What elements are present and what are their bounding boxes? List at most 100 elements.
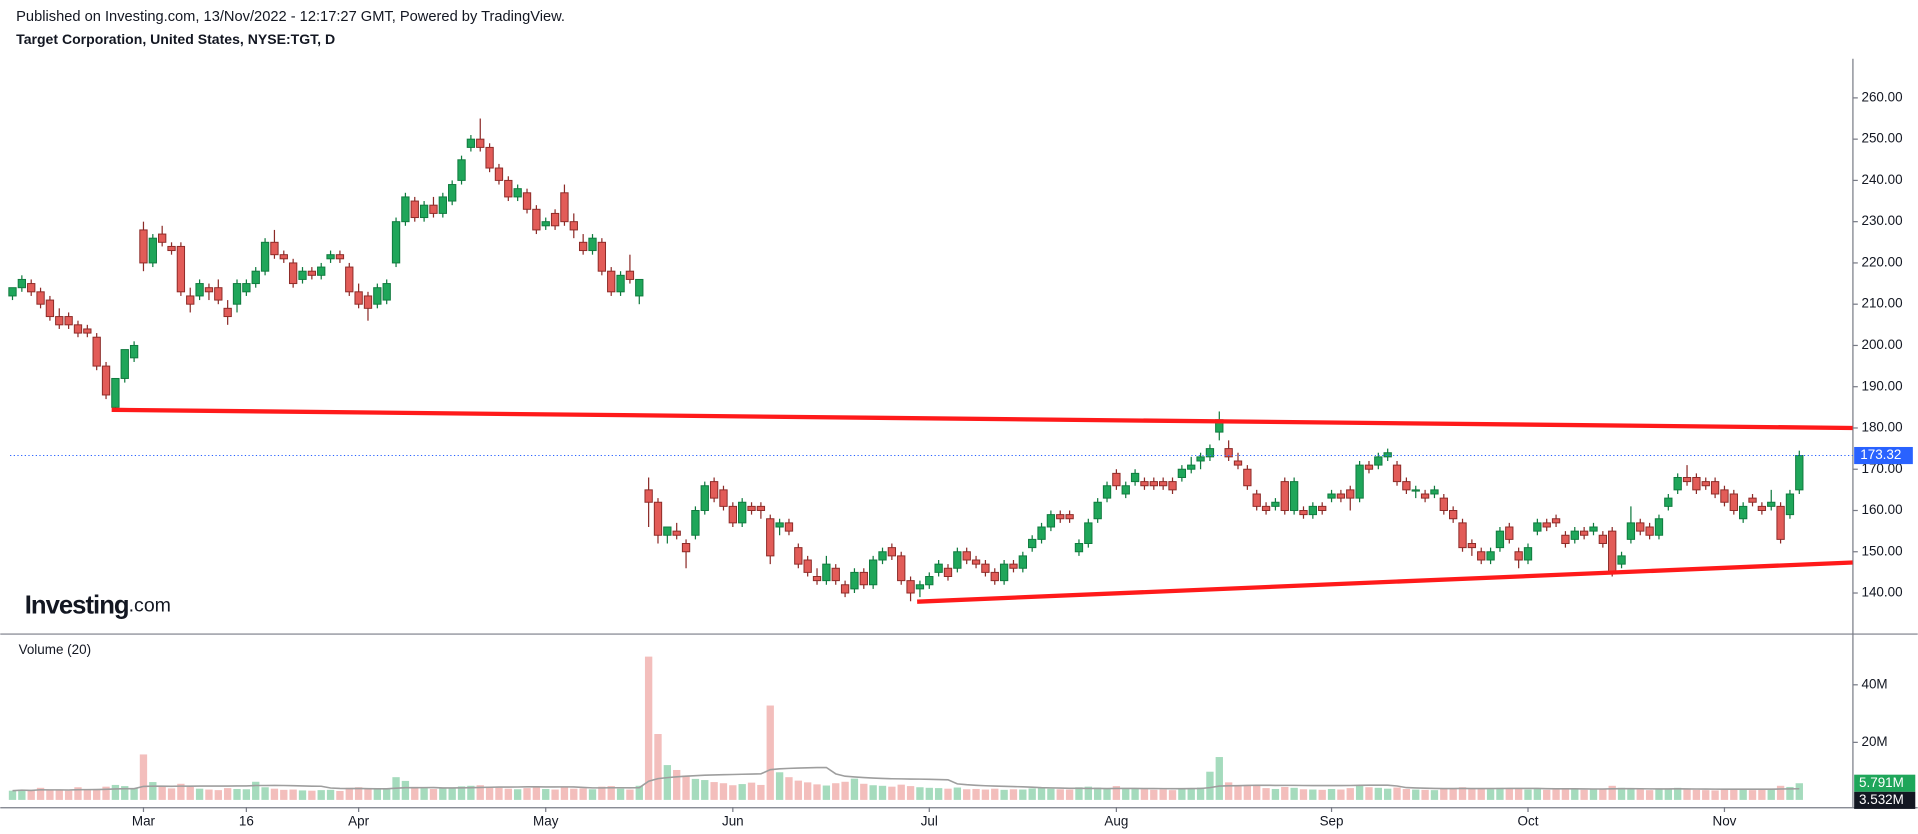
volume-bar: [1234, 786, 1242, 800]
candle-body: [981, 563, 990, 573]
candle-body: [1589, 526, 1598, 532]
volume-last-label: 5.791M: [1859, 775, 1904, 790]
volume-bar: [130, 788, 138, 800]
volume-bar: [1262, 788, 1270, 800]
volume-bar: [1702, 790, 1710, 800]
candle-body: [1673, 476, 1682, 491]
volume-bar: [953, 787, 962, 800]
candle-body: [1449, 510, 1458, 520]
candle-body: [1608, 530, 1617, 573]
volume-bar: [223, 788, 232, 800]
volume-bar: [457, 786, 466, 800]
candle-body: [597, 241, 607, 272]
volume-ma-tag: [1854, 791, 1916, 809]
candle-body: [868, 559, 878, 586]
candle-body: [897, 555, 906, 582]
candle-body: [541, 221, 550, 227]
volume-bar: [542, 788, 550, 800]
candle-body: [129, 344, 139, 359]
candle-body: [448, 184, 457, 202]
candle-body: [55, 316, 64, 326]
candle-body: [1056, 514, 1065, 520]
volume-bar: [1178, 788, 1186, 800]
candle-body: [504, 179, 513, 198]
candle-body: [859, 571, 868, 586]
candle-body: [1505, 526, 1514, 540]
candle-body: [532, 208, 541, 231]
volume-bar: [878, 785, 887, 800]
candle-body: [1177, 468, 1187, 478]
candle-body: [1280, 481, 1289, 511]
volume-bar: [1159, 789, 1167, 800]
candle-body: [195, 283, 204, 297]
volume-bar: [663, 765, 672, 800]
candle-body: [513, 188, 522, 198]
volume-bar: [289, 789, 297, 800]
candle-body: [1720, 489, 1729, 503]
volume-bar: [1374, 787, 1382, 800]
candle-body: [738, 501, 747, 524]
volume-bar: [504, 788, 512, 800]
candle-body: [850, 571, 859, 590]
volume-bar: [1150, 789, 1158, 800]
volume-bar: [1028, 788, 1036, 800]
volume-bar: [888, 786, 896, 800]
volume-bar: [1580, 789, 1588, 800]
volume-bar: [626, 789, 634, 800]
candle-body: [953, 551, 962, 569]
candle-body: [1411, 489, 1420, 492]
volume-bar: [785, 777, 793, 800]
candle-body: [1542, 522, 1551, 528]
volume-bar: [523, 788, 531, 800]
candle-body: [943, 567, 953, 577]
candle-body: [747, 505, 756, 511]
volume-bar: [261, 787, 269, 800]
volume-bar: [701, 780, 709, 800]
volume-bar: [383, 788, 391, 800]
candle-body: [307, 270, 317, 276]
volume-bar: [1720, 789, 1729, 800]
candle-body: [962, 551, 971, 561]
volume-bar: [972, 788, 980, 800]
candle-body: [1383, 452, 1392, 458]
candle-body: [672, 530, 681, 536]
last-price-label: 173.32: [1860, 447, 1901, 462]
candle-body: [1439, 497, 1448, 511]
volume-bar: [1486, 789, 1495, 800]
volume-bar: [1739, 789, 1747, 800]
x-tick-label: Apr: [348, 813, 369, 828]
volume-bar: [991, 788, 999, 800]
volume-bar: [822, 785, 831, 800]
volume-bar: [476, 785, 484, 800]
trendline: [111, 407, 1853, 431]
candle-body: [1374, 456, 1383, 466]
volume-bar: [850, 778, 859, 800]
volume-bar: [598, 786, 606, 800]
volume-bar: [495, 787, 503, 800]
candle-body: [476, 138, 485, 148]
candle-body: [317, 266, 326, 276]
volume-bar: [775, 772, 784, 800]
candle-body: [8, 287, 17, 297]
symbol-title: Target Corporation, United States, NYSE:…: [16, 31, 335, 47]
published-note: Published on Investing.com, 13/Nov/2022 …: [16, 9, 565, 25]
candle-body: [186, 295, 195, 305]
candle-body: [1009, 563, 1018, 569]
candle-body: [719, 489, 728, 507]
volume-bar: [158, 786, 166, 800]
volume-bar: [1477, 788, 1485, 800]
volume-bar: [1299, 789, 1308, 800]
candle-body: [887, 547, 897, 557]
candle-body: [1692, 476, 1701, 491]
candle-body: [1121, 485, 1130, 495]
candle-body: [607, 270, 616, 293]
volume-bar: [195, 788, 204, 800]
candle-body: [1028, 538, 1037, 549]
candle-body: [494, 167, 504, 181]
candle-body: [223, 307, 232, 318]
candle-body: [990, 571, 999, 582]
candle-body: [1046, 514, 1056, 528]
volume-title: Volume (20): [19, 642, 91, 657]
x-tick-label: Oct: [1518, 813, 1539, 828]
volume-bar: [560, 786, 569, 800]
